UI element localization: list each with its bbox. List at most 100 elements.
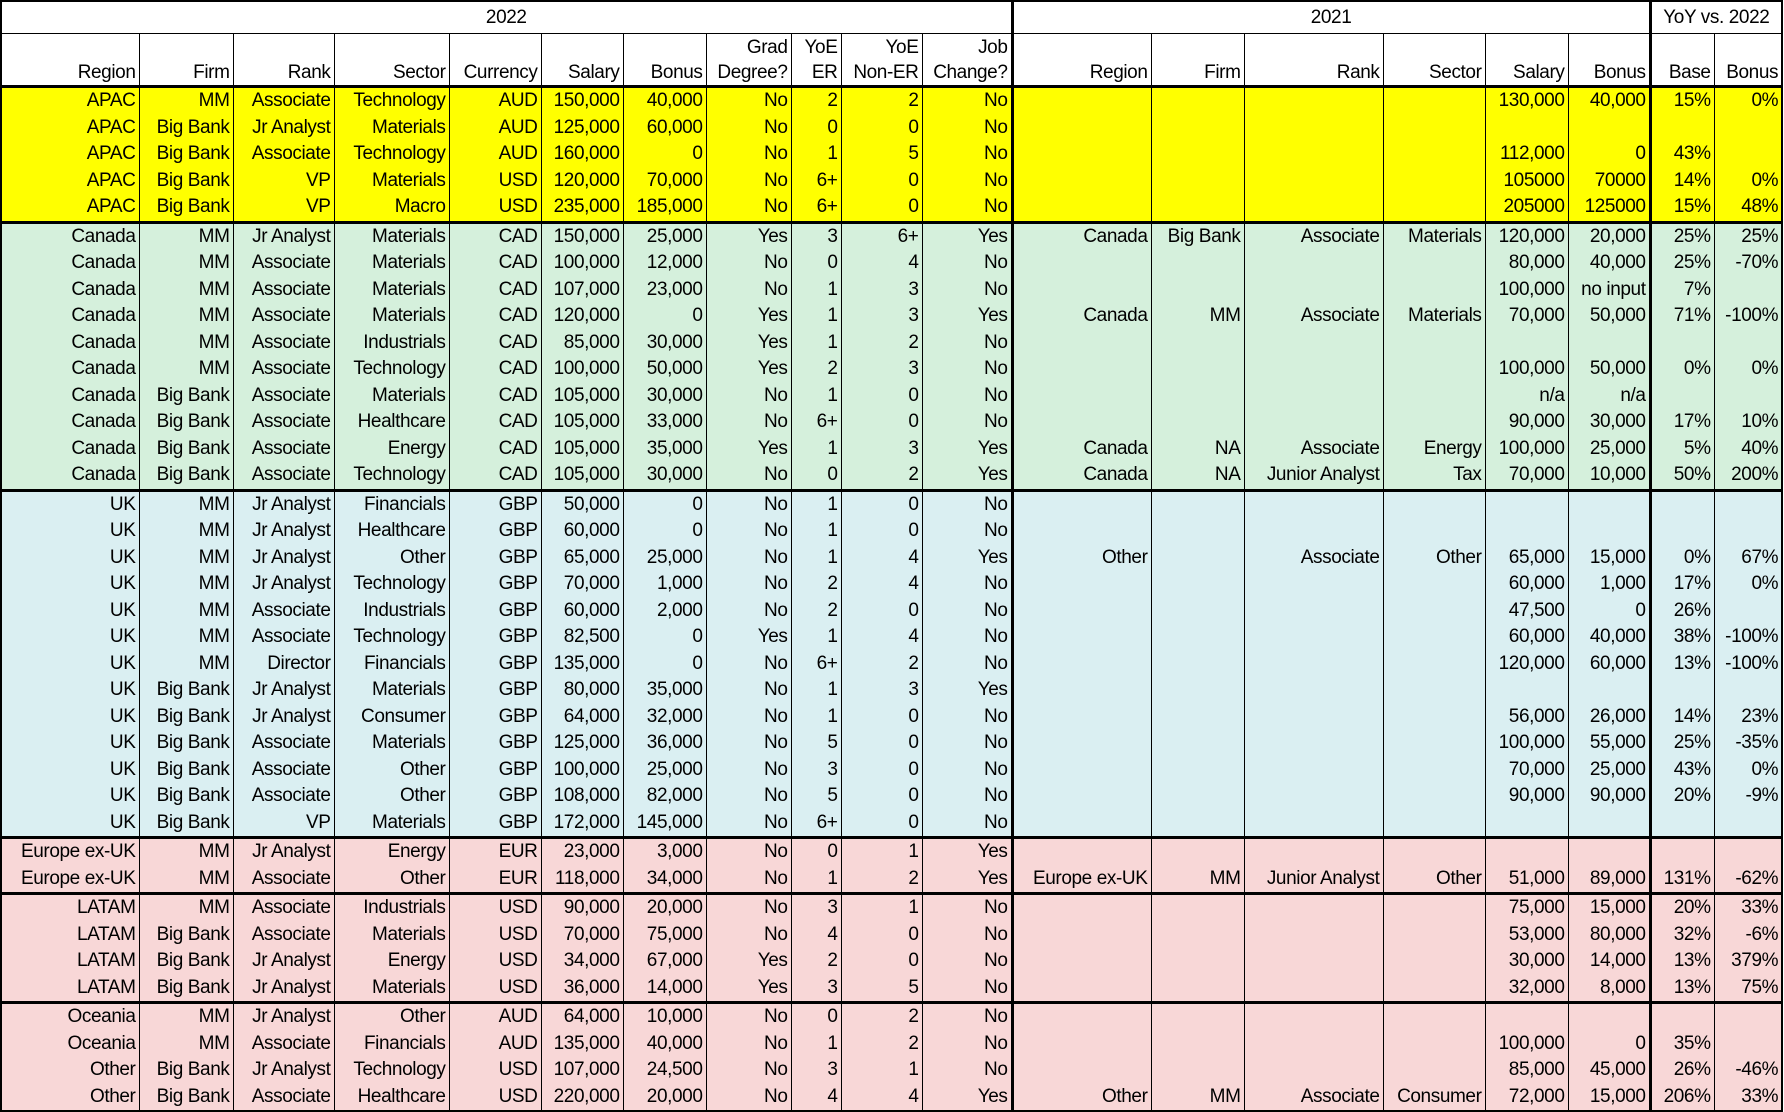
cell-bonus[interactable] [1713, 677, 1783, 704]
cell-bonus[interactable]: -100% [1713, 624, 1783, 651]
cell-base[interactable] [1649, 677, 1715, 704]
cell-grad-degree[interactable]: No [705, 650, 792, 677]
cell-region[interactable] [1011, 948, 1152, 975]
cell-salary[interactable]: 105000 [1484, 167, 1569, 194]
cell-salary[interactable]: 50,000 [540, 490, 624, 518]
cell-rank[interactable]: Jr Analyst [232, 571, 335, 598]
cell-salary[interactable]: 60,000 [540, 597, 624, 624]
cell-region[interactable]: LATAM [0, 921, 140, 948]
cell-currency[interactable]: AUD [448, 1030, 542, 1057]
cell-bonus[interactable]: 15,000 [1567, 1083, 1652, 1111]
cell-grad-degree[interactable]: No [705, 382, 792, 409]
cell-grad-degree[interactable]: No [705, 1057, 792, 1084]
column-header-bonus[interactable]: Bonus [622, 33, 707, 88]
cell-base[interactable] [1649, 809, 1715, 839]
cell-bonus[interactable] [1713, 837, 1783, 866]
cell-bonus[interactable]: 70000 [1567, 167, 1652, 194]
cell-yoe-er[interactable]: 0 [790, 1002, 842, 1031]
cell-bonus[interactable]: 48% [1713, 194, 1783, 224]
cell-salary[interactable]: 105,000 [540, 435, 624, 462]
cell-base[interactable]: 14% [1649, 703, 1715, 730]
cell-salary[interactable] [1484, 809, 1569, 839]
cell-grad-degree[interactable]: Yes [705, 356, 792, 383]
cell-region[interactable] [1011, 809, 1152, 839]
cell-firm[interactable]: Big Bank [138, 974, 234, 1004]
cell-yoe-er[interactable]: 3 [790, 893, 842, 922]
cell-yoe-non-er[interactable]: 4 [840, 571, 923, 598]
cell-base[interactable]: 26% [1649, 597, 1715, 624]
cell-firm[interactable]: MM [138, 356, 234, 383]
cell-bonus[interactable]: 26,000 [1567, 703, 1652, 730]
cell-region[interactable]: Other [0, 1057, 140, 1084]
cell-firm[interactable]: MM [138, 571, 234, 598]
cell-grad-degree[interactable]: No [705, 250, 792, 277]
cell-salary[interactable]: 105,000 [540, 382, 624, 409]
cell-salary[interactable]: 108,000 [540, 783, 624, 810]
cell-region[interactable]: Canada [1011, 222, 1152, 250]
cell-yoe-er[interactable]: 4 [790, 921, 842, 948]
cell-base[interactable]: 15% [1649, 194, 1715, 224]
cell-yoe-er[interactable]: 6+ [790, 650, 842, 677]
column-header-bonus[interactable]: Bonus [1567, 33, 1652, 88]
cell-region[interactable] [1011, 167, 1152, 194]
cell-region[interactable]: Canada [0, 382, 140, 409]
cell-salary[interactable]: 150,000 [540, 222, 624, 250]
column-header-salary[interactable]: Salary [1484, 33, 1569, 88]
cell-firm[interactable]: MM [138, 222, 234, 250]
cell-job-change[interactable]: Yes [921, 837, 1014, 866]
cell-yoe-non-er[interactable]: 0 [840, 382, 923, 409]
cell-rank[interactable] [1243, 382, 1384, 409]
cell-bonus[interactable]: n/a [1567, 382, 1652, 409]
cell-rank[interactable] [1243, 783, 1384, 810]
cell-bonus[interactable]: 20,000 [1567, 222, 1652, 250]
cell-region[interactable]: Other [0, 1083, 140, 1111]
cell-currency[interactable]: AUD [448, 86, 542, 115]
cell-region[interactable] [1011, 114, 1152, 141]
cell-base[interactable] [1649, 518, 1715, 545]
cell-region[interactable]: UK [0, 730, 140, 757]
cell-firm[interactable] [1150, 409, 1245, 436]
cell-salary[interactable]: 100,000 [1484, 730, 1569, 757]
cell-firm[interactable]: MM [138, 303, 234, 330]
cell-bonus[interactable]: 50,000 [1567, 356, 1652, 383]
cell-rank[interactable]: VP [232, 194, 335, 224]
cell-region[interactable] [1011, 783, 1152, 810]
cell-base[interactable]: 26% [1649, 1057, 1715, 1084]
cell-firm[interactable]: NA [1150, 462, 1245, 492]
cell-salary[interactable]: 30,000 [1484, 948, 1569, 975]
cell-firm[interactable]: MM [138, 597, 234, 624]
cell-rank[interactable]: Director [232, 650, 335, 677]
cell-firm[interactable]: Big Bank [138, 921, 234, 948]
cell-salary[interactable]: 100,000 [1484, 1030, 1569, 1057]
cell-salary[interactable]: 36,000 [540, 974, 624, 1004]
cell-rank[interactable] [1243, 194, 1384, 224]
cell-job-change[interactable]: No [921, 624, 1014, 651]
cell-bonus[interactable]: -6% [1713, 921, 1783, 948]
cell-sector[interactable]: Financials [333, 650, 450, 677]
cell-currency[interactable]: USD [448, 948, 542, 975]
cell-rank[interactable]: Jr Analyst [232, 544, 335, 571]
cell-yoe-er[interactable]: 1 [790, 303, 842, 330]
cell-region[interactable]: LATAM [0, 948, 140, 975]
cell-base[interactable]: 25% [1649, 730, 1715, 757]
cell-base[interactable]: 17% [1649, 409, 1715, 436]
cell-bonus[interactable]: 33% [1713, 893, 1783, 922]
cell-rank[interactable] [1243, 356, 1384, 383]
cell-sector[interactable]: Energy [333, 948, 450, 975]
cell-job-change[interactable]: No [921, 1030, 1014, 1057]
cell-currency[interactable]: USD [448, 921, 542, 948]
cell-yoe-er[interactable]: 1 [790, 490, 842, 518]
cell-grad-degree[interactable]: No [705, 571, 792, 598]
cell-firm[interactable] [1150, 624, 1245, 651]
cell-job-change[interactable]: No [921, 329, 1014, 356]
cell-bonus[interactable]: 14,000 [622, 974, 707, 1004]
cell-region[interactable]: UK [0, 624, 140, 651]
cell-sector[interactable] [1382, 86, 1486, 115]
cell-region[interactable]: LATAM [0, 974, 140, 1004]
cell-bonus[interactable] [1567, 677, 1652, 704]
cell-salary[interactable]: 65,000 [1484, 544, 1569, 571]
cell-job-change[interactable]: No [921, 250, 1014, 277]
cell-currency[interactable]: EUR [448, 837, 542, 866]
cell-grad-degree[interactable]: Yes [705, 222, 792, 250]
cell-salary[interactable]: 85,000 [540, 329, 624, 356]
